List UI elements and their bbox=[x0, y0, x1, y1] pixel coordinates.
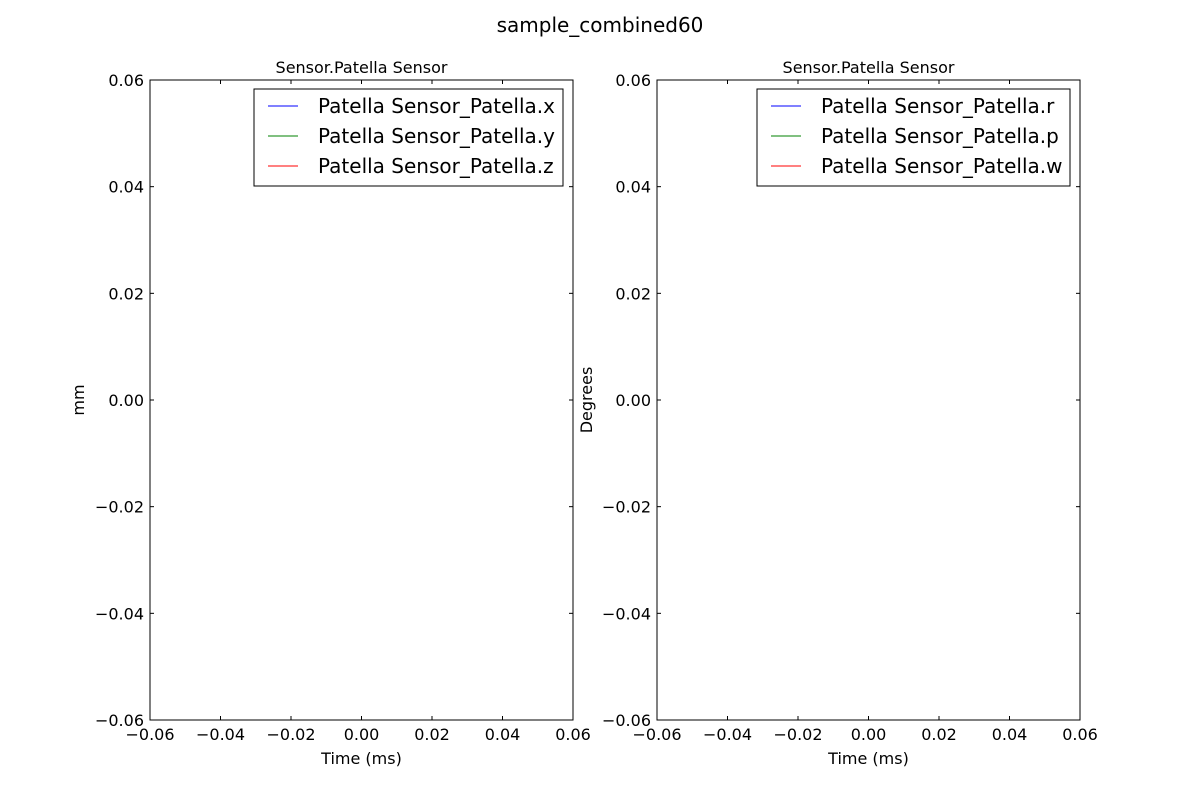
legend: Patella Sensor_Patella.x Patella Sensor_… bbox=[253, 88, 564, 187]
legend-box bbox=[253, 88, 564, 187]
legend-label: Patella Sensor_Patella.p bbox=[821, 124, 1059, 148]
legend-box bbox=[756, 88, 1071, 187]
y-tick-label: 0.00 bbox=[108, 391, 144, 410]
y-axis-label: mm bbox=[69, 384, 88, 415]
x-tick-label: −0.06 bbox=[632, 725, 681, 744]
x-tick-label: 0.02 bbox=[921, 725, 957, 744]
legend-entry: Patella Sensor_Patella.p bbox=[771, 124, 1059, 148]
figure-title: sample_combined60 bbox=[497, 13, 704, 37]
plot-area bbox=[657, 80, 1080, 720]
y-tick-label: 0.04 bbox=[615, 178, 651, 197]
legend-label: Patella Sensor_Patella.z bbox=[318, 154, 554, 178]
axes-frame bbox=[656, 79, 1081, 721]
axes-frame bbox=[149, 79, 574, 721]
legend-label: Patella Sensor_Patella.x bbox=[318, 94, 555, 118]
y-tick-label: −0.06 bbox=[602, 711, 651, 730]
x-tick-label: −0.02 bbox=[266, 725, 315, 744]
legend-entry: Patella Sensor_Patella.y bbox=[268, 124, 555, 148]
y-tick-label: 0.04 bbox=[108, 178, 144, 197]
x-tick-label: −0.02 bbox=[773, 725, 822, 744]
x-axis-label: Time (ms) bbox=[320, 749, 402, 768]
y-tick-label: −0.04 bbox=[602, 604, 651, 623]
y-tick-label: −0.02 bbox=[602, 498, 651, 517]
legend-label: Patella Sensor_Patella.w bbox=[821, 154, 1063, 178]
y-tick-label: 0.02 bbox=[108, 284, 144, 303]
x-axis-label: Time (ms) bbox=[827, 749, 909, 768]
x-tick-label: 0.04 bbox=[992, 725, 1028, 744]
y-tick-label: 0.00 bbox=[615, 391, 651, 410]
y-tick-label: 0.06 bbox=[108, 71, 144, 90]
x-tick-label: −0.04 bbox=[196, 725, 245, 744]
x-tick-label: 0.00 bbox=[851, 725, 887, 744]
x-tick-label: 0.06 bbox=[1062, 725, 1098, 744]
subplot-right: Sensor.Patella Sensor Time (ms) Degrees … bbox=[577, 58, 1098, 768]
y-tick-label: 0.02 bbox=[615, 284, 651, 303]
subplot-left: Sensor.Patella Sensor Time (ms) mm −0.06… bbox=[69, 58, 591, 768]
ticks: −0.06 −0.04 −0.02 0.00 0.02 0.04 0.06 −0.06 −0.0… bbox=[602, 71, 1098, 744]
subplot-title: Sensor.Patella Sensor bbox=[276, 58, 448, 77]
x-tick-label: 0.06 bbox=[555, 725, 591, 744]
x-tick-label: 0.04 bbox=[485, 725, 521, 744]
legend-entry: Patella Sensor_Patella.x bbox=[268, 94, 555, 118]
plot-area bbox=[150, 80, 573, 720]
x-tick-label: −0.06 bbox=[125, 725, 174, 744]
ticks: −0.06 −0.04 −0.02 0.00 0.02 0.04 0.06 −0.06 −0.0… bbox=[95, 71, 591, 744]
y-tick-label: −0.06 bbox=[95, 711, 144, 730]
legend-label: Patella Sensor_Patella.r bbox=[821, 94, 1055, 118]
x-tick-label: 0.00 bbox=[344, 725, 380, 744]
x-tick-label: 0.02 bbox=[414, 725, 450, 744]
y-tick-label: −0.04 bbox=[95, 604, 144, 623]
legend: Patella Sensor_Patella.r Patella Sensor_… bbox=[756, 88, 1071, 187]
x-tick-label: −0.04 bbox=[703, 725, 752, 744]
y-axis-label: Degrees bbox=[577, 367, 596, 434]
y-tick-label: 0.06 bbox=[615, 71, 651, 90]
legend-entry: Patella Sensor_Patella.w bbox=[771, 154, 1063, 178]
y-tick-label: −0.02 bbox=[95, 498, 144, 517]
legend-entry: Patella Sensor_Patella.z bbox=[268, 154, 554, 178]
legend-entry: Patella Sensor_Patella.r bbox=[771, 94, 1055, 118]
subplot-title: Sensor.Patella Sensor bbox=[783, 58, 955, 77]
legend-label: Patella Sensor_Patella.y bbox=[318, 124, 555, 148]
